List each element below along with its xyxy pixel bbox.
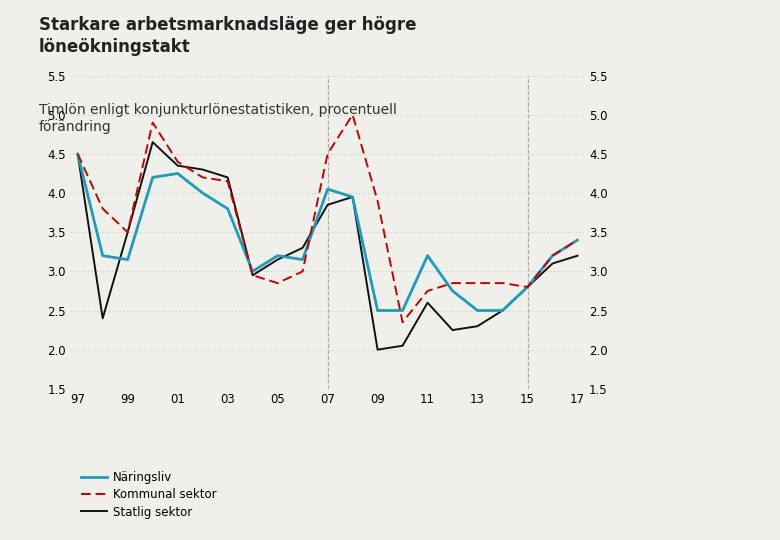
Line: Statlig sektor: Statlig sektor <box>78 142 577 350</box>
Näringsliv <box>473 307 482 314</box>
Näringsliv <box>248 268 257 274</box>
Statlig sektor <box>523 284 532 291</box>
Näringsliv <box>173 170 183 177</box>
Kommunal sektor <box>423 288 432 294</box>
Statlig sektor <box>173 163 183 169</box>
Kommunal sektor <box>448 280 457 286</box>
Näringsliv <box>573 237 582 243</box>
Statlig sektor <box>548 260 557 267</box>
Statlig sektor <box>323 201 332 208</box>
Text: Starkare arbetsmarknadsläge ger högre
löneökningstakt: Starkare arbetsmarknadsläge ger högre lö… <box>39 16 417 56</box>
Näringsliv <box>348 194 357 200</box>
Statlig sektor <box>148 139 158 145</box>
Kommunal sektor <box>148 119 158 126</box>
Näringsliv <box>398 307 407 314</box>
Kommunal sektor <box>298 268 307 274</box>
Kommunal sektor <box>548 252 557 259</box>
Statlig sektor <box>273 256 282 263</box>
Kommunal sektor <box>98 206 108 212</box>
Näringsliv <box>148 174 158 180</box>
Kommunal sektor <box>223 178 232 185</box>
Näringsliv <box>423 252 432 259</box>
Kommunal sektor <box>398 319 407 326</box>
Line: Kommunal sektor: Kommunal sektor <box>78 115 577 322</box>
Näringsliv <box>323 186 332 192</box>
Näringsliv <box>298 256 307 263</box>
Näringsliv <box>123 256 133 263</box>
Text: Timlön enligt konjunkturlönestatistiken, procentuell
förändring: Timlön enligt konjunkturlönestatistiken,… <box>39 103 397 134</box>
Kommunal sektor <box>373 198 382 204</box>
Kommunal sektor <box>248 272 257 279</box>
Kommunal sektor <box>173 159 183 165</box>
Kommunal sektor <box>123 229 133 235</box>
Näringsliv <box>98 252 108 259</box>
Statlig sektor <box>398 342 407 349</box>
Statlig sektor <box>373 347 382 353</box>
Kommunal sektor <box>523 284 532 291</box>
Statlig sektor <box>248 272 257 279</box>
Näringsliv <box>73 151 83 157</box>
Statlig sektor <box>198 166 207 173</box>
Statlig sektor <box>123 229 133 235</box>
Kommunal sektor <box>348 112 357 118</box>
Statlig sektor <box>73 151 83 157</box>
Statlig sektor <box>348 194 357 200</box>
Kommunal sektor <box>273 280 282 286</box>
Näringsliv <box>498 307 507 314</box>
Kommunal sektor <box>498 280 507 286</box>
Näringsliv <box>548 252 557 259</box>
Statlig sektor <box>448 327 457 333</box>
Legend: Näringsliv, Kommunal sektor, Statlig sektor: Näringsliv, Kommunal sektor, Statlig sek… <box>76 467 221 523</box>
Statlig sektor <box>573 252 582 259</box>
Näringsliv <box>198 190 207 197</box>
Kommunal sektor <box>573 237 582 243</box>
Statlig sektor <box>98 315 108 321</box>
Statlig sektor <box>223 174 232 180</box>
Statlig sektor <box>298 245 307 251</box>
Kommunal sektor <box>73 151 83 157</box>
Näringsliv <box>448 288 457 294</box>
Näringsliv <box>523 284 532 291</box>
Line: Näringsliv: Näringsliv <box>78 154 577 310</box>
Näringsliv <box>223 206 232 212</box>
Kommunal sektor <box>473 280 482 286</box>
Statlig sektor <box>423 299 432 306</box>
Näringsliv <box>273 252 282 259</box>
Statlig sektor <box>498 307 507 314</box>
Statlig sektor <box>473 323 482 329</box>
Kommunal sektor <box>198 174 207 180</box>
Kommunal sektor <box>323 151 332 157</box>
Näringsliv <box>373 307 382 314</box>
